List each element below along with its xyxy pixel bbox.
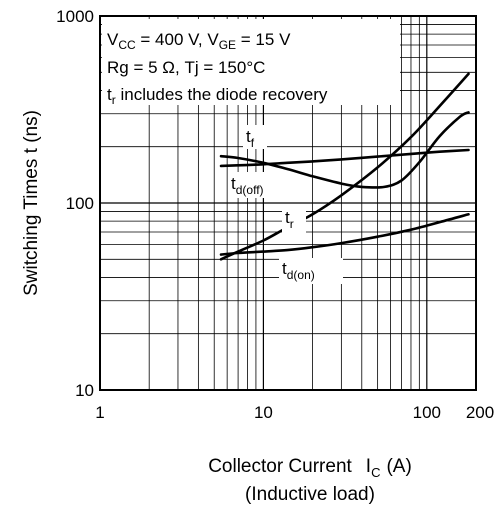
y-tick-labels: 1000 100 10 [56, 7, 94, 400]
series-line-2 [219, 72, 470, 261]
series-line-3 [219, 213, 470, 256]
annotation-line-2: Rg = 5 Ω, Tj = 150°C [107, 58, 265, 77]
series-line-0 [219, 148, 470, 168]
series-line-1 [219, 111, 470, 189]
series-label-tdoff: td(off) [231, 174, 264, 197]
annotation-background [102, 19, 400, 105]
x-axis-label: Collector Current IC (A) [208, 456, 412, 480]
annotation-line-1: VCC = 400 V, VGE = 15 V [107, 30, 291, 52]
x-tick-label: 100 [413, 403, 441, 422]
x-tick-labels: 1 10 100 200 [95, 403, 494, 422]
x-tick-label: 200 [466, 403, 494, 422]
y-tick-label: 100 [66, 194, 94, 213]
x-tick-label: 10 [254, 403, 273, 422]
label-bg-tf [243, 125, 267, 149]
series-label-tr: tr [285, 208, 294, 231]
series-label-tdon: td(on) [282, 259, 315, 282]
plot-frame [99, 15, 477, 391]
x-tick-label: 1 [95, 403, 104, 422]
y-tick-label: 10 [75, 381, 94, 400]
y-tick-label: 1000 [56, 7, 94, 26]
annotation-line-3: tr includes the diode recovery [107, 85, 328, 107]
y-axis-label: Switching Times t (ns) [21, 110, 42, 296]
series-layer [219, 72, 470, 261]
series-label-tf: tf [246, 127, 255, 150]
label-bg-tr [282, 208, 306, 234]
label-bg-tdon [279, 258, 343, 284]
label-bg-tdoff [229, 172, 289, 198]
x-axis-label-line-2: (Inductive load) [245, 484, 375, 505]
